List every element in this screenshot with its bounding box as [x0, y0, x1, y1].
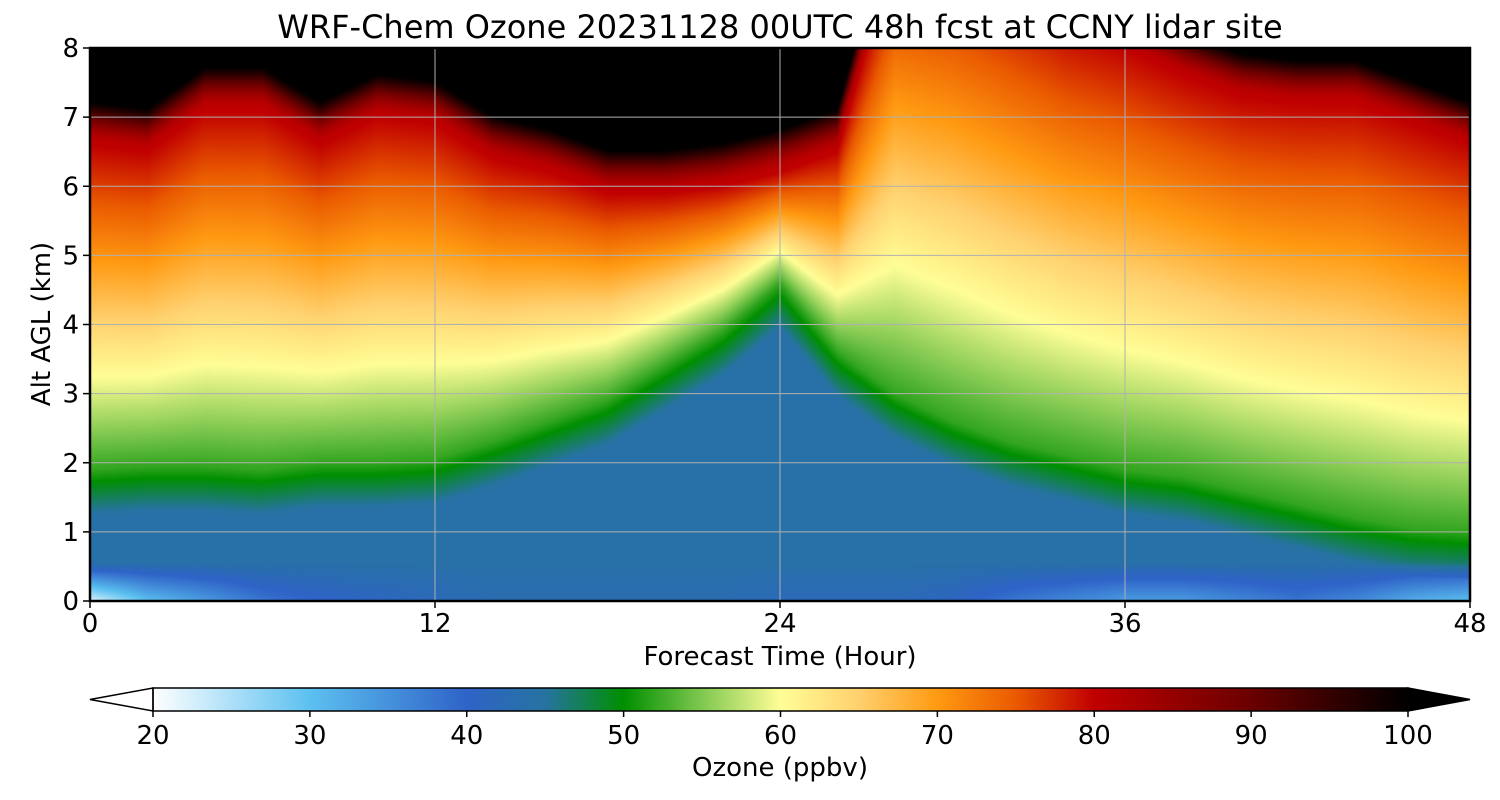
colorbar-tick-label: 80: [1078, 721, 1111, 751]
colorbar-tick-label: 90: [1235, 721, 1268, 751]
x-axis-ticks: 0 12 24 36 48: [82, 601, 1487, 639]
y-tick-label: 6: [62, 172, 79, 202]
chart-title: WRF-Chem Ozone 20231128 00UTC 48h fcst a…: [277, 8, 1282, 46]
y-tick-label: 3: [62, 380, 79, 410]
colorbar-extend-low: [89, 687, 154, 712]
y-tick-label: 1: [62, 518, 79, 548]
colorbar: [89, 687, 1471, 712]
y-axis-ticks: 0 1 2 3 4 5 6 7 8: [62, 34, 90, 617]
colorbar-ticks: 20 30 40 50 60 70 80 90 100: [136, 711, 1433, 751]
x-tick-label: 36: [1108, 609, 1141, 639]
colorbar-tick-label: 60: [764, 721, 797, 751]
y-tick-label: 4: [62, 311, 79, 341]
colorbar-tick-label: 70: [921, 721, 954, 751]
x-axis-label: Forecast Time (Hour): [643, 642, 916, 672]
colorbar-tick-label: 20: [136, 721, 169, 751]
colorbar-label: Ozone (ppbv): [692, 753, 868, 783]
y-axis-label: Alt AGL (km): [27, 242, 57, 406]
colorbar-tick-label: 30: [293, 721, 326, 751]
y-tick-label: 7: [62, 103, 79, 133]
y-tick-label: 2: [62, 449, 79, 479]
y-tick-label: 0: [62, 587, 79, 617]
colorbar-extend-high: [1407, 687, 1471, 712]
x-tick-label: 0: [82, 609, 99, 639]
colorbar-body: [153, 688, 1408, 711]
x-tick-label: 12: [418, 609, 451, 639]
colorbar-tick-label: 40: [450, 721, 483, 751]
colorbar-tick-label: 50: [607, 721, 640, 751]
x-tick-label: 48: [1453, 609, 1486, 639]
x-tick-label: 24: [763, 609, 796, 639]
colorbar-tick-label: 100: [1383, 721, 1433, 751]
y-tick-label: 5: [62, 241, 79, 271]
y-tick-label: 8: [62, 34, 79, 64]
